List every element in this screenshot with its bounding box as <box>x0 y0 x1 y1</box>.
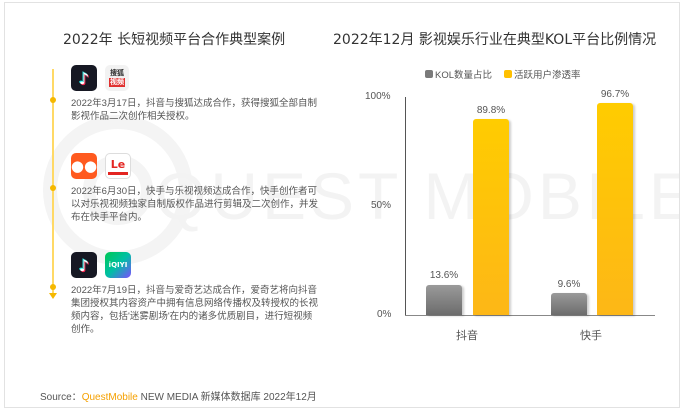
x-axis <box>405 315 655 316</box>
legend-label: 活跃用户渗透率 <box>514 70 581 81</box>
legend-item-kol: KOL数量占比 <box>425 67 492 81</box>
x-category-label: 快手 <box>580 329 602 342</box>
bar-kuaishou-kol <box>551 293 587 315</box>
timeline-dot <box>50 284 56 290</box>
le-logo-text: Le <box>110 157 126 171</box>
douyin-logo-icon: ♪ <box>71 252 97 278</box>
y-axis <box>405 97 406 316</box>
le-video-logo-icon: Le <box>105 153 131 179</box>
bar-douyin-kol <box>426 285 462 315</box>
bar-value-label: 89.8% <box>476 105 506 116</box>
kuaishou-logo-icon: ●● <box>71 153 97 179</box>
legend-swatch-gray <box>425 70 433 78</box>
sohu-video-logo-icon: 搜狐 视频 <box>105 65 129 91</box>
timeline-line <box>52 69 54 296</box>
bar-douyin-penetration <box>473 119 509 315</box>
sohu-logo-text: 搜狐 <box>110 69 124 77</box>
case-item: ♪ iQIYI 2022年7月19日，抖音与爱奇艺达成合作，爱奇艺将向抖音集团授… <box>71 252 319 336</box>
le-logo-band <box>108 171 128 175</box>
watermark-text: QUEST MOBILE <box>155 159 680 233</box>
x-category-label: 抖音 <box>456 329 478 342</box>
report-slide: QUEST MOBILE 2022年 长短视频平台合作典型案例 2022年12月… <box>4 2 680 408</box>
case-item: ●● Le 2022年6月30日，快手与乐视视频达成合作，快手创作者可以对乐视视… <box>71 153 319 224</box>
timeline-dot <box>50 185 56 191</box>
bar-value-label: 96.7% <box>600 89 630 100</box>
case-description: 2022年7月19日，抖音与爱奇艺达成合作，爱奇艺将向抖音集团授权其内容资产中拥… <box>71 285 319 335</box>
douyin-logo-icon: ♪ <box>71 65 97 91</box>
chart-legend: KOL数量占比 活跃用户渗透率 <box>425 67 581 81</box>
iqiyi-logo-icon: iQIYI <box>105 252 131 278</box>
legend-swatch-yellow <box>504 70 513 78</box>
y-tick: 100% <box>365 91 391 102</box>
legend-item-penetration: 活跃用户渗透率 <box>504 67 581 81</box>
y-tick: 50% <box>371 200 392 211</box>
y-tick: 0% <box>377 309 392 320</box>
timeline-arrow-icon <box>49 293 57 299</box>
chart-title: 2022年12月 影视娱乐行业在典型KOL平台比例情况 <box>333 32 657 48</box>
bar-chart: 100% 50% 0% 13.6% 89.8% 9.6% 96.7% 抖音 快手 <box>365 89 655 342</box>
bar-value-label: 13.6% <box>429 270 459 281</box>
source-line: Source：QuestMobile NEW MEDIA 新媒体数据库 2022… <box>40 388 317 403</box>
case-description: 2022年6月30日，快手与乐视视频达成合作，快手创作者可以对乐视视频独家自制版… <box>71 186 319 223</box>
bar-kuaishou-penetration <box>597 103 633 315</box>
left-panel-title: 2022年 长短视频平台合作典型案例 <box>63 32 286 48</box>
legend-label: KOL数量占比 <box>435 70 493 81</box>
bar-value-label: 9.6% <box>557 279 581 290</box>
sohu-logo-subtext: 视频 <box>109 78 125 87</box>
source-brand: QuestMobile <box>81 392 138 403</box>
source-prefix: Source： <box>40 392 82 403</box>
case-item: ♪ 搜狐 视频 2022年3月17日，抖音与搜狐达成合作，获得搜狐全部自制影视作… <box>71 65 319 123</box>
source-suffix: NEW MEDIA 新媒体数据库 2022年12月 <box>137 392 317 403</box>
timeline-dot <box>50 97 56 103</box>
case-description: 2022年3月17日，抖音与搜狐达成合作，获得搜狐全部自制影视作品二次创作相关授… <box>71 98 317 122</box>
